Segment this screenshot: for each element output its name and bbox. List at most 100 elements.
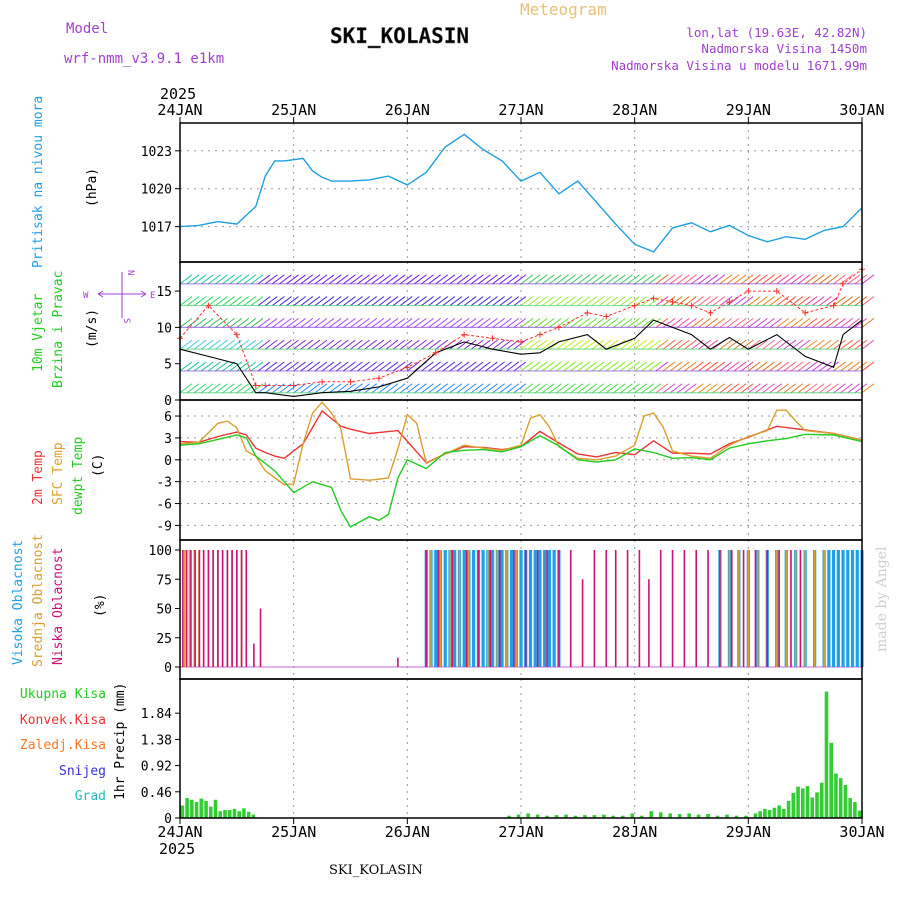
temp-axis-label-1: 2m Temp bbox=[31, 450, 46, 505]
wind-barb bbox=[712, 383, 726, 394]
gust-point bbox=[745, 288, 752, 295]
wind-barb bbox=[840, 274, 853, 285]
wind-barb bbox=[456, 274, 470, 285]
wind-barb bbox=[755, 339, 768, 350]
wind-barb bbox=[797, 339, 811, 350]
wind-barb bbox=[641, 361, 655, 372]
wind-barb bbox=[563, 296, 576, 306]
wind-barb bbox=[833, 383, 846, 394]
wind-barb bbox=[229, 317, 243, 328]
wind-barb bbox=[620, 296, 633, 306]
wind-barb bbox=[499, 361, 512, 372]
wind-barb bbox=[293, 317, 306, 328]
wind-barb bbox=[819, 317, 832, 328]
wind-barb bbox=[726, 339, 740, 350]
wind-barb bbox=[222, 361, 235, 372]
wind-barb bbox=[293, 296, 306, 306]
wind-barb bbox=[605, 339, 619, 350]
wind-barb bbox=[790, 339, 804, 350]
wind-barb bbox=[385, 274, 399, 285]
wind-barb bbox=[691, 274, 704, 285]
wind-barb bbox=[193, 383, 207, 394]
wind-barb bbox=[456, 361, 470, 372]
wind-barb bbox=[222, 339, 235, 350]
wind-barb bbox=[819, 274, 832, 285]
wind-barb bbox=[378, 274, 392, 285]
precip-legend: Ukupna Kisa Konvek.Kisa Zaledj.Kisa Snij… bbox=[20, 687, 106, 804]
gust-point bbox=[802, 309, 809, 316]
wind-barb bbox=[542, 339, 555, 350]
wind-barb bbox=[328, 383, 342, 394]
legend-konvek-kisa: Konvek.Kisa bbox=[20, 713, 106, 728]
wind-barb bbox=[470, 383, 484, 394]
wind-barb bbox=[371, 383, 385, 394]
wind-barb bbox=[463, 296, 477, 306]
wind-barb bbox=[307, 274, 321, 285]
gust-point bbox=[707, 309, 714, 316]
wind-barb bbox=[208, 339, 221, 350]
wind-barb bbox=[364, 361, 378, 372]
wind-barb bbox=[385, 317, 399, 328]
wind-barb bbox=[470, 296, 484, 306]
wind-barb bbox=[662, 274, 676, 285]
precip-bar bbox=[611, 815, 616, 818]
temp-tick-label: -3 bbox=[156, 476, 172, 491]
wind-barb bbox=[201, 383, 214, 394]
wind-barb bbox=[215, 383, 228, 394]
wind-barb bbox=[371, 339, 385, 350]
wind-barb bbox=[797, 296, 811, 306]
wind-barb bbox=[300, 383, 314, 394]
wind-barb bbox=[343, 274, 356, 285]
wind-barb bbox=[605, 317, 619, 328]
wind-barb bbox=[591, 317, 605, 328]
wind-barb bbox=[833, 296, 846, 306]
wind-barb bbox=[385, 383, 399, 394]
wind-barb bbox=[392, 274, 406, 285]
wind-barb bbox=[527, 317, 541, 328]
gust-point bbox=[319, 378, 326, 385]
wind-barb bbox=[286, 296, 299, 306]
wind-barb bbox=[705, 383, 719, 394]
wind-barb bbox=[755, 317, 768, 328]
wind-barb bbox=[470, 361, 484, 372]
wind-barb bbox=[833, 339, 846, 350]
wind-barb bbox=[698, 296, 711, 306]
wind-barb bbox=[726, 274, 740, 285]
wind-barb bbox=[364, 274, 378, 285]
panel-frame bbox=[179, 261, 863, 401]
wind-barb bbox=[762, 274, 775, 285]
wind-barb bbox=[272, 274, 285, 285]
wind-barb bbox=[740, 274, 754, 285]
wind-barb bbox=[350, 317, 363, 328]
wind-barb bbox=[577, 296, 591, 306]
wind-barb bbox=[485, 296, 498, 306]
wind-barb bbox=[584, 296, 598, 306]
precip-bar bbox=[507, 815, 511, 818]
wind-barb bbox=[684, 339, 697, 350]
wind-barb bbox=[676, 317, 690, 328]
wind-barb bbox=[357, 383, 370, 394]
cloud-axis-label-2: Srednja Oblacnost bbox=[31, 534, 46, 667]
wind-barb bbox=[563, 383, 576, 394]
gust-point bbox=[375, 375, 382, 382]
precip-bar bbox=[583, 815, 587, 818]
gust-point bbox=[347, 378, 354, 385]
wind-barb bbox=[442, 274, 456, 285]
meteogram-title: Meteogram bbox=[520, 0, 607, 19]
wind-barb bbox=[293, 339, 306, 350]
wind-barb bbox=[435, 361, 449, 372]
wind-barb bbox=[314, 317, 328, 328]
wind-barb bbox=[591, 296, 605, 306]
wind-barb bbox=[236, 383, 250, 394]
wind-barb bbox=[208, 296, 221, 306]
precip-bar bbox=[630, 813, 635, 818]
wind-barb bbox=[442, 361, 456, 372]
wind-barb bbox=[591, 339, 605, 350]
wind-barb bbox=[534, 274, 548, 285]
wind-speed-series-line bbox=[179, 319, 863, 397]
wind-barb bbox=[811, 296, 825, 306]
precip-bar bbox=[838, 778, 843, 818]
precip-bar bbox=[602, 814, 606, 818]
gust-point bbox=[518, 338, 524, 345]
precip-bar bbox=[777, 805, 781, 818]
